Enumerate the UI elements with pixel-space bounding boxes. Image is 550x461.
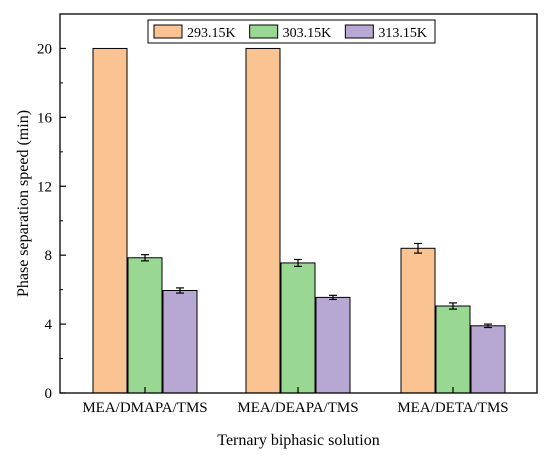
x-category-label: MEA/DEAPA/TMS xyxy=(237,400,358,416)
error-bar-2-3 xyxy=(449,302,457,310)
error-bar-3-1 xyxy=(176,287,184,294)
legend-label-1: 293.15K xyxy=(187,26,236,41)
bar-3-3 xyxy=(470,325,506,394)
legend-label-2: 303.15K xyxy=(283,26,332,41)
legend-swatch-3 xyxy=(344,24,374,39)
bar-2-1 xyxy=(127,257,163,394)
error-bar-2-1 xyxy=(141,254,149,262)
bar-2-2 xyxy=(280,262,316,394)
y-tick-label: 8 xyxy=(45,248,53,264)
legend: 293.15K 303.15K 313.15K xyxy=(147,19,436,44)
y-tick-label: 16 xyxy=(37,110,53,126)
legend-label-3: 313.15K xyxy=(378,26,427,41)
error-bars-layer xyxy=(141,242,492,329)
y-tick-label: 4 xyxy=(45,317,53,333)
y-axis-title: Phase separation speed (min) xyxy=(15,110,32,297)
legend-swatch-2 xyxy=(249,24,279,39)
y-tick-label: 20 xyxy=(37,41,52,57)
y-tick-label: 0 xyxy=(45,386,53,402)
error-bar-3-2 xyxy=(329,294,337,301)
bars-layer xyxy=(92,47,506,394)
bar-2-3 xyxy=(435,305,471,394)
legend-swatch-1 xyxy=(153,24,183,39)
axis-layer: 0 4 8 12 16 20 MEA/DMAPA/TMS MEA/DEAPA/TMS MEA/D… xyxy=(37,41,509,416)
x-axis-title: Ternary biphasic solution xyxy=(217,432,379,449)
bar-1-2 xyxy=(245,47,281,394)
x-category-label: MEA/DMAPA/TMS xyxy=(82,400,207,416)
error-bar-2-2 xyxy=(294,258,302,267)
bar-3-2 xyxy=(315,296,351,394)
bar-3-1 xyxy=(162,289,198,394)
bar-1-1 xyxy=(92,47,128,394)
x-category-label: MEA/DETA/TMS xyxy=(397,400,508,416)
y-tick-label: 12 xyxy=(37,179,52,195)
bar-1-3 xyxy=(400,247,436,394)
error-bar-1-3 xyxy=(414,242,422,254)
error-bar-3-3 xyxy=(484,323,492,329)
